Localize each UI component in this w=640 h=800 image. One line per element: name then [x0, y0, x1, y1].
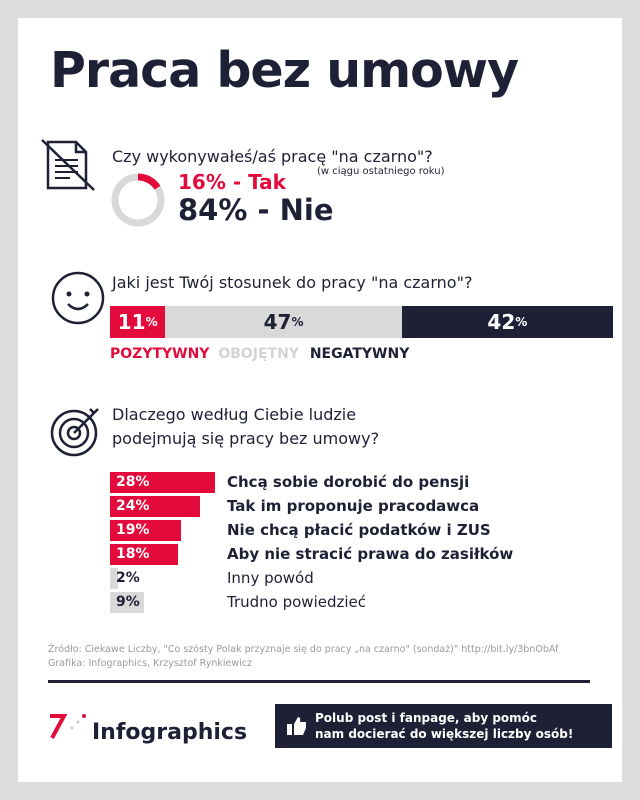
- question-3-line2: podejmują się pracy bez umowy?: [112, 429, 380, 448]
- segment-unit: %: [515, 315, 528, 329]
- thumbs-up-icon: [287, 717, 306, 735]
- legend-negative: NEGATYWNY: [309, 346, 410, 362]
- reason-row: 19% Nie chcą płacić podatków i ZUS: [110, 520, 610, 541]
- attitude-stacked-bar: 11% 47% 42%: [110, 306, 613, 338]
- segment-unit: %: [291, 315, 304, 329]
- smiley-icon: [51, 271, 105, 325]
- reason-label: Trudno powiedzieć: [227, 593, 367, 611]
- legend-neutral: OBOJĘTNY: [218, 346, 299, 362]
- cta-banner: Polub post i fanpage, aby pomóc nam doci…: [275, 704, 612, 748]
- reason-bar: [110, 472, 215, 493]
- yes-label: 16% - Tak: [178, 170, 286, 194]
- reason-row: 18% Aby nie stracić prawa do zasiłków: [110, 544, 610, 565]
- reason-value: 18%: [116, 546, 150, 562]
- segment-value: 11: [117, 310, 146, 334]
- credit-text: Grafika: Infographics, Krzysztof Rynkiew…: [48, 658, 252, 669]
- segment-value: 42: [487, 310, 516, 334]
- legend-positive: POZYTYWNY: [110, 346, 210, 362]
- source-text: Źródło: Ciekawe Liczby, "Co szósty Polak…: [48, 644, 559, 655]
- reason-label: Nie chcą płacić podatków i ZUS: [227, 521, 491, 539]
- segment-value: 47: [263, 310, 292, 334]
- target-icon: [50, 408, 99, 457]
- reason-label: Aby nie stracić prawa do zasiłków: [227, 545, 514, 563]
- reason-row: 2% Inny powód: [110, 568, 610, 589]
- reason-value: 24%: [116, 498, 150, 514]
- page-title: Praca bez umowy: [50, 42, 519, 99]
- reason-label: Chcą sobie dorobić do pensji: [227, 473, 470, 491]
- reason-label: Tak im proponuje pracodawca: [227, 497, 480, 515]
- yes-no-donut: [111, 173, 165, 227]
- segment-negative: 42%: [401, 306, 613, 338]
- cta-line1: Polub post i fanpage, aby pomóc: [315, 711, 538, 725]
- infographics-logo-mark: [50, 714, 86, 739]
- reason-row: 24% Tak im proponuje pracodawca: [110, 496, 610, 517]
- reason-value: 19%: [116, 522, 150, 538]
- no-label: 84% - Nie: [178, 193, 334, 227]
- divider: [48, 680, 590, 683]
- question-2: Jaki jest Twój stosunek do pracy "na cza…: [112, 273, 473, 292]
- reason-bar: [110, 496, 200, 517]
- question-1-note: (w ciągu ostatniego roku): [317, 166, 445, 177]
- reason-value: 9%: [116, 594, 140, 610]
- reason-value: 2%: [116, 570, 140, 586]
- infographic-card: [18, 18, 622, 782]
- document-crossed-icon: [41, 139, 95, 191]
- reason-bar: [110, 568, 118, 589]
- reason-label: Inny powód: [227, 569, 314, 587]
- reason-bar: [110, 520, 182, 541]
- question-3-line1: Dlaczego według Ciebie ludzie: [112, 405, 357, 424]
- donut-slice-tak: [111, 173, 165, 227]
- reason-bar: [110, 544, 178, 565]
- segment-neutral: 47%: [165, 306, 402, 338]
- question-1: Czy wykonywałeś/aś pracę "na czarno"?: [112, 147, 433, 166]
- reason-row: 28% Chcą sobie dorobić do pensji: [110, 472, 610, 493]
- reason-bar: [110, 592, 144, 613]
- reason-row: 9% Trudno powiedzieć: [110, 592, 610, 613]
- infographics-logo-text: Infographics: [92, 720, 248, 745]
- segment-positive: 11%: [110, 306, 166, 338]
- reason-value: 28%: [116, 474, 150, 490]
- cta-line2: nam docierać do większej liczby osób!: [315, 727, 574, 741]
- segment-unit: %: [145, 315, 158, 329]
